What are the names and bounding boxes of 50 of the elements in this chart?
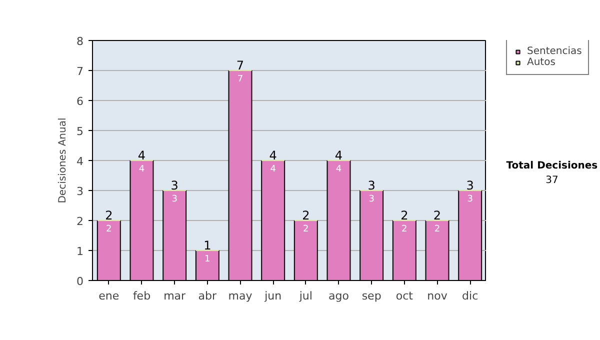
data-label: 2: [434, 224, 440, 234]
data-label: 2: [402, 224, 408, 234]
data-label: 1: [204, 254, 210, 264]
total-label: 4: [334, 148, 343, 162]
data-label: 2: [106, 224, 112, 234]
x-tick-label: ene: [98, 290, 120, 302]
total-label: 2: [400, 208, 408, 222]
total-label: 2: [433, 208, 442, 222]
data-label: 4: [138, 164, 145, 174]
x-tick-label: jun: [264, 290, 282, 302]
y-axis-title: Decisiones Anual: [58, 118, 68, 204]
total-label: 3: [466, 178, 474, 192]
total-label: 3: [368, 178, 376, 192]
legend-label: Sentencias: [527, 46, 582, 57]
x-tick-label: jul: [298, 290, 312, 302]
data-label: 3: [467, 194, 473, 204]
y-tick-label: 4: [76, 155, 84, 168]
data-label: 7: [237, 74, 244, 84]
x-tick-label: feb: [132, 290, 151, 302]
text: 37: [546, 174, 558, 186]
x-tick-label: mar: [164, 290, 186, 302]
data-label: 3: [172, 194, 178, 204]
legend-label: Autos: [527, 57, 556, 68]
x-tick-label: nov: [427, 290, 448, 302]
text: Total Decisiones: [506, 160, 598, 172]
y-tick-label: 3: [76, 185, 84, 198]
total-label: 4: [269, 148, 277, 162]
x-tick-label: oct: [396, 290, 414, 302]
total-label: 1: [204, 238, 212, 252]
total-label: 7: [236, 58, 244, 72]
data-label: 3: [368, 194, 374, 204]
x-tick-label: ago: [328, 290, 350, 302]
y-tick-label: 6: [76, 95, 84, 108]
total-label: 2: [302, 208, 310, 222]
data-label: 4: [270, 164, 276, 174]
x-tick-label: sep: [362, 290, 382, 302]
x-tick-label: may: [228, 290, 253, 302]
y-tick-label: 0: [76, 275, 84, 288]
data-label: 2: [303, 224, 309, 234]
total-label: 4: [138, 148, 146, 162]
y-tick-label: 5: [76, 125, 84, 138]
data-label: 4: [336, 164, 342, 174]
y-tick-label: 8: [76, 35, 84, 48]
y-tick-label: 1: [76, 245, 84, 258]
x-tick-label: dic: [462, 290, 478, 302]
y-tick-label: 7: [76, 65, 84, 78]
total-label: 3: [170, 178, 178, 192]
y-tick-label: 2: [76, 215, 84, 228]
x-tick-label: abr: [198, 290, 218, 302]
total-label: 2: [105, 208, 113, 222]
